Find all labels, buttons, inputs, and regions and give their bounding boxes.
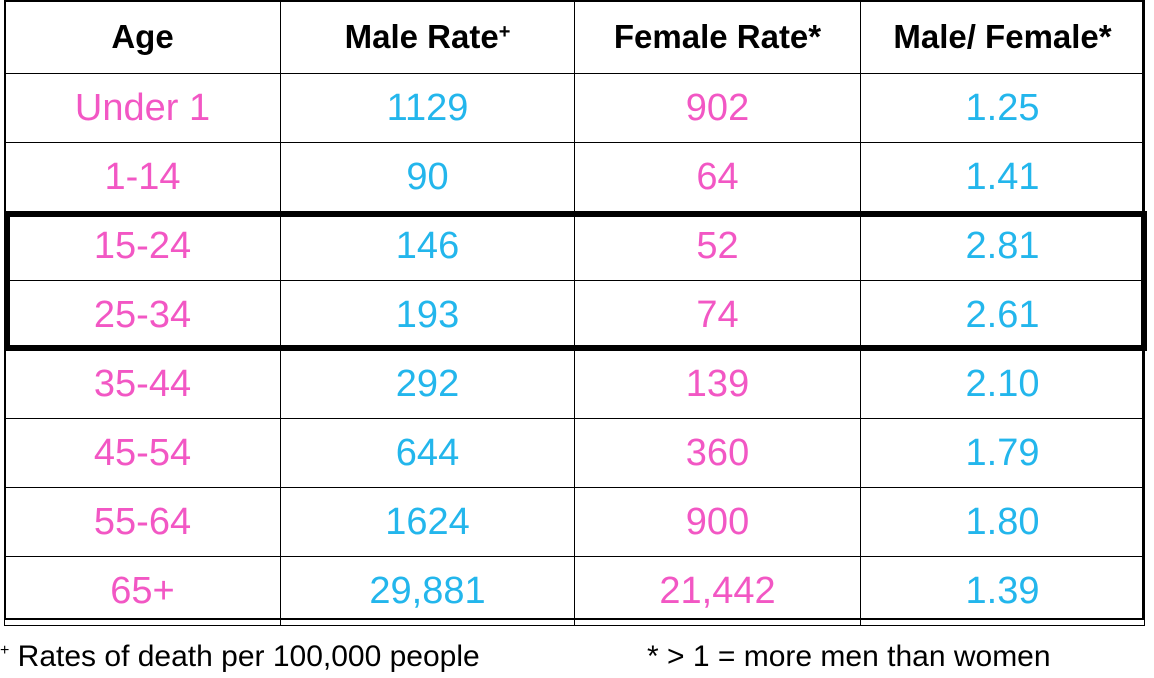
footnote-ratio: * > 1 = more men than women: [647, 640, 1051, 673]
cell-age: 65+: [4, 556, 281, 626]
table-row: 15-24 146 52 2.81: [4, 211, 1145, 281]
header-male-rate-mark: +: [498, 21, 511, 43]
cell-ratio: 1.80: [860, 487, 1145, 557]
cell-female-rate: 64: [574, 142, 861, 212]
cell-age: 55-64: [4, 487, 281, 557]
cell-ratio: 1.41: [860, 142, 1145, 212]
table-row: 35-44 292 139 2.10: [4, 349, 1145, 419]
cell-ratio: 2.81: [860, 211, 1145, 281]
cell-male-rate: 292: [280, 349, 575, 419]
header-female-rate: Female Rate*: [574, 0, 861, 74]
cell-age: 1-14: [4, 142, 281, 212]
cell-age: 35-44: [4, 349, 281, 419]
cell-male-rate: 1624: [280, 487, 575, 557]
cell-age: 15-24: [4, 211, 281, 281]
cell-ratio: 1.39: [860, 556, 1145, 626]
footnote-rates-mark: +: [0, 642, 10, 659]
cell-male-rate: 90: [280, 142, 575, 212]
cell-age: 25-34: [4, 280, 281, 350]
header-row: Age Male Rate+ Female Rate* Male/ Female…: [4, 0, 1145, 74]
table-row: 1-14 90 64 1.41: [4, 142, 1145, 212]
cell-female-rate: 74: [574, 280, 861, 350]
cell-male-rate: 146: [280, 211, 575, 281]
header-male-rate: Male Rate+: [280, 0, 575, 74]
cell-ratio: 2.61: [860, 280, 1145, 350]
cell-female-rate: 360: [574, 418, 861, 488]
cell-male-rate: 29,881: [280, 556, 575, 626]
cell-female-rate: 21,442: [574, 556, 861, 626]
death-rate-table: Age Male Rate+ Female Rate* Male/ Female…: [4, 0, 1145, 626]
table-row: 25-34 193 74 2.61: [4, 280, 1145, 350]
footnote-rates-text: Rates of death per 100,000 people: [9, 640, 480, 673]
cell-ratio: 1.79: [860, 418, 1145, 488]
header-male-rate-label: Male Rate: [344, 18, 499, 55]
cell-female-rate: 139: [574, 349, 861, 419]
table-row: 45-54 644 360 1.79: [4, 418, 1145, 488]
cell-male-rate: 1129: [280, 73, 575, 143]
cell-female-rate: 52: [574, 211, 861, 281]
cell-female-rate: 902: [574, 73, 861, 143]
cell-age: 45-54: [4, 418, 281, 488]
cell-age: Under 1: [4, 73, 281, 143]
cell-male-rate: 644: [280, 418, 575, 488]
header-age: Age: [4, 0, 281, 74]
cell-male-rate: 193: [280, 280, 575, 350]
footnote-rates: + Rates of death per 100,000 people: [0, 640, 480, 674]
table-body: Under 1 1129 902 1.25 1-14 90 64 1.41 15…: [4, 73, 1145, 626]
cell-ratio: 2.10: [860, 349, 1145, 419]
death-rate-table-container: Age Male Rate+ Female Rate* Male/ Female…: [4, 0, 1145, 626]
table-row: 65+ 29,881 21,442 1.39: [4, 556, 1145, 626]
cell-ratio: 1.25: [860, 73, 1145, 143]
header-male-female-ratio: Male/ Female*: [860, 0, 1145, 74]
table-row: Under 1 1129 902 1.25: [4, 73, 1145, 143]
cell-female-rate: 900: [574, 487, 861, 557]
table-row: 55-64 1624 900 1.80: [4, 487, 1145, 557]
